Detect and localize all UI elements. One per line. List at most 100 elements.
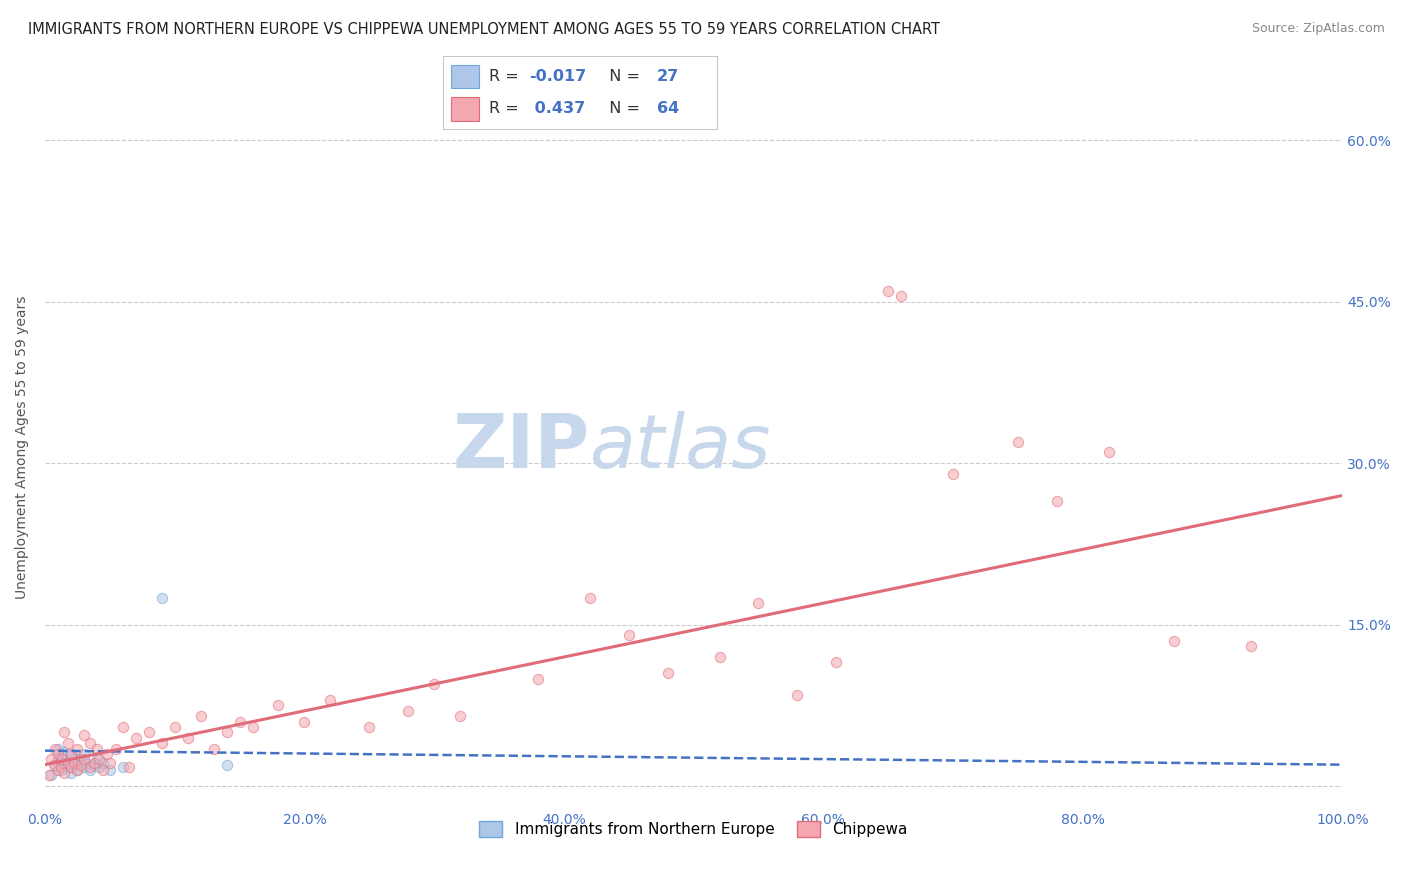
Point	[38, 768, 60, 782]
Point	[709, 650, 731, 665]
Point	[41, 752, 63, 766]
Point	[150, 736, 173, 750]
Point	[1240, 639, 1263, 653]
Point	[89, 752, 111, 766]
Point	[73, 752, 96, 766]
Point	[527, 672, 550, 686]
Point	[46, 747, 69, 761]
Point	[83, 757, 105, 772]
Point	[138, 725, 160, 739]
Point	[66, 763, 89, 777]
Point	[359, 720, 381, 734]
Point	[86, 752, 108, 766]
Point	[42, 757, 65, 772]
Point	[786, 688, 808, 702]
Point	[96, 747, 118, 761]
Legend: Immigrants from Northern Europe, Chippewa: Immigrants from Northern Europe, Chippew…	[474, 815, 914, 844]
Point	[59, 747, 82, 761]
Y-axis label: Unemployment Among Ages 55 to 59 years: Unemployment Among Ages 55 to 59 years	[15, 295, 30, 599]
Text: N =: N =	[599, 102, 645, 116]
Point	[150, 591, 173, 605]
Point	[51, 749, 73, 764]
Text: atlas: atlas	[591, 411, 772, 483]
Point	[46, 752, 69, 766]
Point	[66, 741, 89, 756]
Point	[76, 756, 98, 770]
Text: IMMIGRANTS FROM NORTHERN EUROPE VS CHIPPEWA UNEMPLOYMENT AMONG AGES 55 TO 59 YEA: IMMIGRANTS FROM NORTHERN EUROPE VS CHIPP…	[28, 22, 941, 37]
Point	[44, 741, 66, 756]
Point	[46, 763, 69, 777]
Point	[79, 760, 101, 774]
Text: 64: 64	[657, 102, 679, 116]
Text: -0.017: -0.017	[529, 70, 586, 84]
Point	[579, 591, 602, 605]
Text: R =: R =	[489, 70, 524, 84]
Point	[294, 714, 316, 729]
Point	[890, 289, 912, 303]
Point	[1163, 633, 1185, 648]
Point	[83, 756, 105, 770]
Point	[242, 720, 264, 734]
Text: N =: N =	[599, 70, 645, 84]
Point	[73, 760, 96, 774]
Point	[423, 677, 446, 691]
Point	[59, 766, 82, 780]
Point	[176, 731, 198, 745]
Point	[125, 731, 148, 745]
Point	[49, 763, 72, 777]
Point	[53, 766, 76, 780]
Text: ZIP: ZIP	[453, 410, 591, 483]
Point	[747, 596, 769, 610]
Point	[70, 757, 93, 772]
Point	[53, 756, 76, 770]
Point	[449, 709, 471, 723]
Point	[79, 763, 101, 777]
Point	[93, 756, 115, 770]
Point	[53, 725, 76, 739]
Point	[59, 747, 82, 761]
Point	[1098, 445, 1121, 459]
Point	[46, 741, 69, 756]
Point	[617, 628, 640, 642]
Point	[267, 698, 290, 713]
Point	[73, 747, 96, 761]
Point	[105, 741, 128, 756]
Point	[93, 763, 115, 777]
Point	[86, 741, 108, 756]
Point	[1046, 494, 1069, 508]
Point	[70, 752, 93, 766]
Point	[877, 284, 900, 298]
Point	[59, 760, 82, 774]
Point	[657, 666, 679, 681]
Point	[89, 760, 111, 774]
Point	[1007, 434, 1029, 449]
Point	[58, 736, 80, 750]
Point	[228, 714, 250, 729]
Point	[190, 709, 212, 723]
Point	[825, 656, 848, 670]
Point	[98, 763, 121, 777]
Point	[215, 725, 238, 739]
Point	[58, 756, 80, 770]
Point	[215, 757, 238, 772]
Point	[62, 752, 84, 766]
Point	[98, 756, 121, 770]
Point	[118, 760, 141, 774]
Point	[73, 727, 96, 741]
Text: Source: ZipAtlas.com: Source: ZipAtlas.com	[1251, 22, 1385, 36]
Point	[111, 720, 134, 734]
Point	[44, 757, 66, 772]
Point	[49, 760, 72, 774]
Point	[942, 467, 965, 481]
Text: 27: 27	[657, 70, 679, 84]
Point	[51, 752, 73, 766]
Point	[66, 757, 89, 772]
Text: 0.437: 0.437	[529, 102, 585, 116]
Text: R =: R =	[489, 102, 524, 116]
Point	[62, 756, 84, 770]
Point	[41, 768, 63, 782]
Point	[66, 763, 89, 777]
Point	[202, 741, 225, 756]
Point	[396, 704, 419, 718]
Point	[111, 760, 134, 774]
